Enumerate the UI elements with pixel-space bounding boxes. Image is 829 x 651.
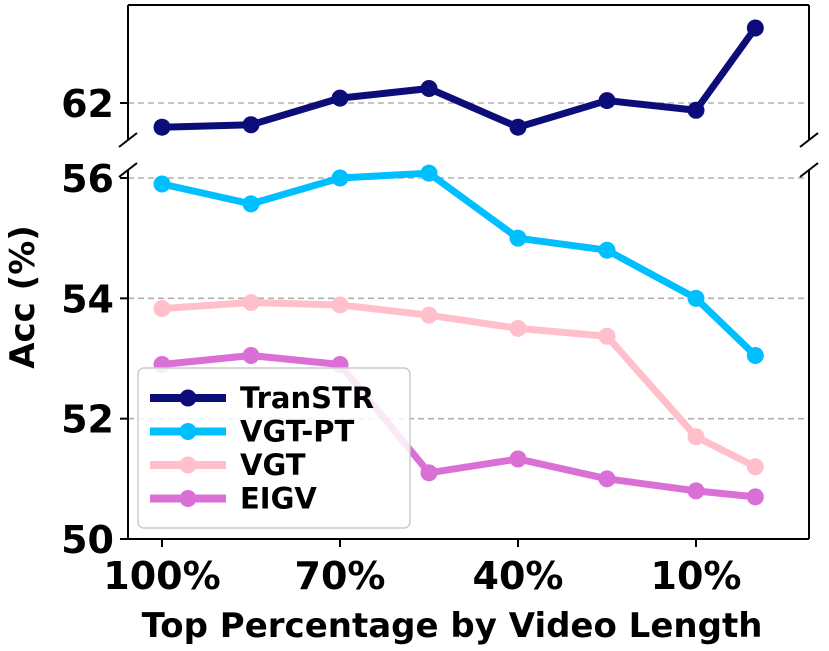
data-point: [331, 89, 349, 107]
lower-panel: 50 52 54 56: [61, 157, 810, 562]
data-point: [153, 118, 171, 136]
upper-panel: 62: [61, 4, 810, 140]
data-point: [242, 346, 260, 364]
series-transtr: [153, 19, 764, 136]
data-point: [153, 300, 171, 318]
legend-marker: [179, 490, 197, 507]
data-point: [598, 241, 616, 259]
legend-label: EIGV: [240, 482, 317, 516]
data-point: [153, 175, 171, 193]
legend-frame: [137, 367, 411, 529]
series-vgt: [153, 294, 764, 476]
series-line: [158, 169, 759, 359]
legend-marker: [179, 389, 197, 407]
axis-break-mark: [118, 132, 138, 148]
data-point: [746, 458, 764, 476]
y-tick-label: 56: [61, 157, 114, 201]
data-point: [598, 470, 616, 488]
data-point: [598, 92, 616, 110]
data-point: [746, 346, 764, 364]
data-point: [420, 464, 438, 482]
x-tick-label: 40%: [473, 554, 564, 598]
series-line: [158, 351, 759, 501]
y-axis-title: Acc (%): [3, 225, 43, 369]
data-point: [746, 488, 764, 506]
legend-label: TranSTR: [240, 381, 374, 415]
data-point: [687, 482, 705, 500]
series-vgt-pt: [153, 164, 764, 364]
data-point: [331, 296, 349, 314]
axis-break-mark: [118, 162, 138, 178]
x-tick-label: 70%: [295, 554, 386, 598]
x-tick-label: 100%: [103, 554, 220, 598]
data-point: [598, 327, 616, 345]
legend-marker: [179, 423, 197, 440]
x-axis-title: Top Percentage by Video Length: [142, 606, 763, 646]
data-point: [509, 229, 527, 247]
data-point: [242, 294, 260, 312]
data-point: [687, 289, 705, 307]
series-line: [158, 24, 759, 131]
data-point: [420, 164, 438, 182]
y-tick-label: 52: [61, 398, 114, 442]
y-tick-label: 50: [61, 518, 114, 562]
x-tick-label: 10%: [651, 554, 742, 598]
series-line: [158, 299, 759, 471]
data-point: [687, 428, 705, 446]
y-tick-label: 62: [61, 82, 114, 126]
data-point: [242, 195, 260, 213]
data-point: [509, 319, 527, 337]
y-tick-label: 54: [61, 277, 114, 321]
legend-marker: [179, 456, 197, 474]
x-axis-ticks: 100% 70% 40% 10%: [103, 539, 741, 598]
axis-break-mark: [799, 132, 819, 148]
data-point: [509, 450, 527, 468]
axis-break-marks: [118, 132, 819, 178]
data-point: [746, 19, 764, 37]
data-point: [420, 306, 438, 324]
data-point: [687, 101, 705, 119]
axis-break-mark: [799, 162, 819, 178]
data-point: [420, 79, 438, 97]
legend-label: VGT: [240, 448, 306, 482]
legend-label: VGT-PT: [240, 415, 355, 449]
data-point: [509, 118, 527, 136]
data-point: [242, 116, 260, 134]
data-point: [331, 169, 349, 187]
